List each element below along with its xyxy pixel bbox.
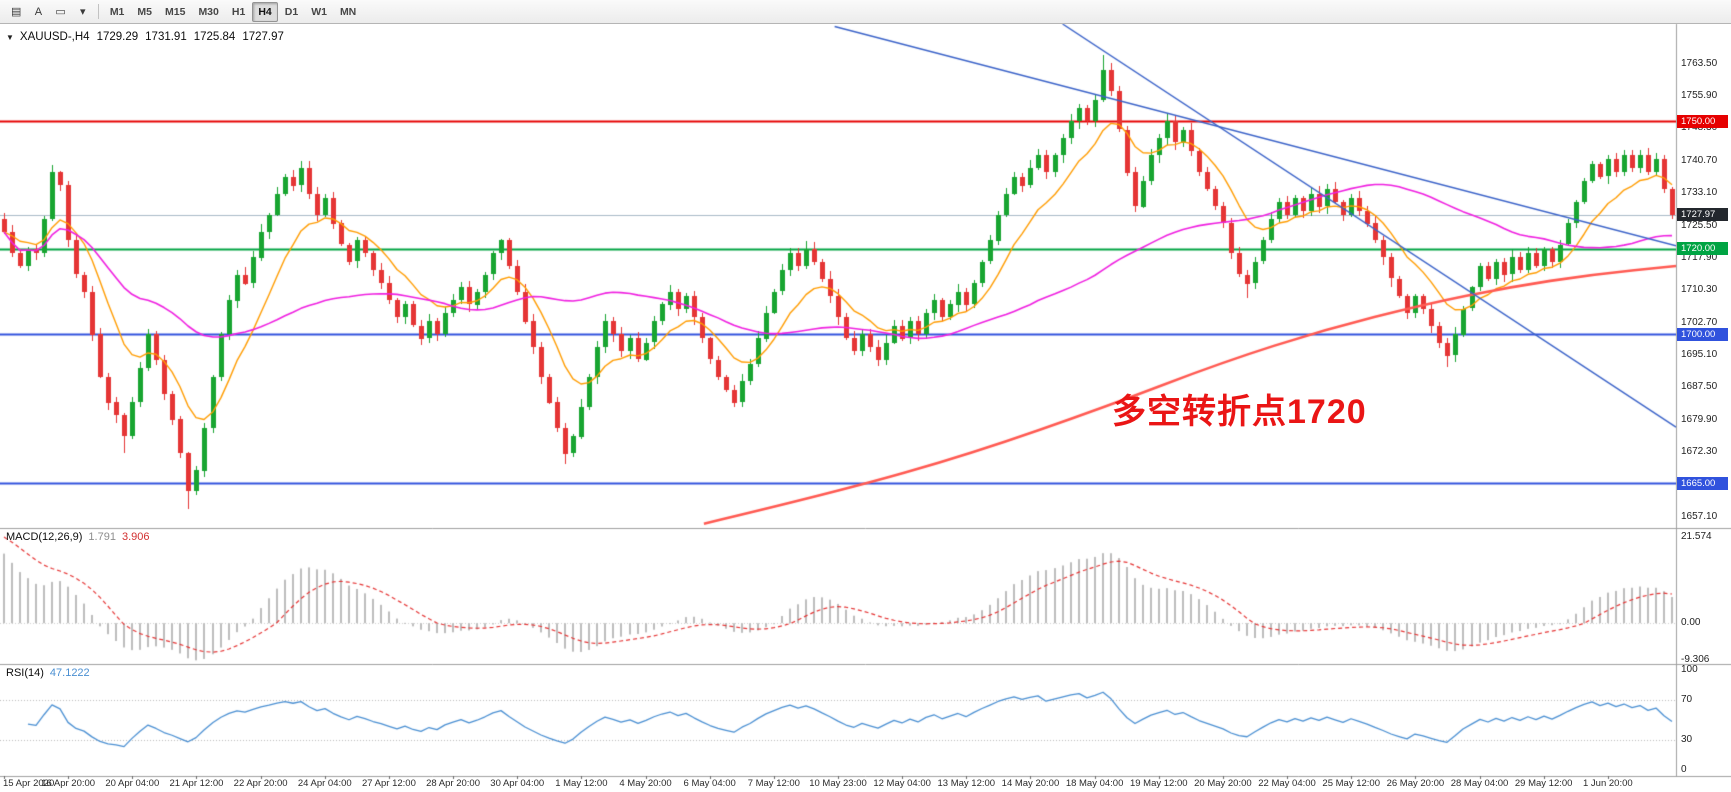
time-axis-label: 1 Jun 20:00 bbox=[1583, 778, 1633, 789]
price-axis-label: 1657.10 bbox=[1681, 510, 1718, 522]
menu-icon[interactable]: ▤ bbox=[5, 2, 27, 22]
level-price-tag: 1665.00 bbox=[1677, 476, 1728, 490]
time-axis-label: 1 May 12:00 bbox=[555, 778, 608, 789]
rsi-axis-label: 30 bbox=[1681, 734, 1693, 745]
rsi-axis-label: 100 bbox=[1681, 664, 1698, 675]
chart-frame-icon[interactable]: ▭ bbox=[49, 2, 71, 22]
low-value: 1725.84 bbox=[193, 31, 236, 43]
macd-header: MACD(12,26,9) 1.791 3.906 bbox=[6, 531, 149, 543]
time-axis-label: 28 May 04:00 bbox=[1450, 778, 1509, 789]
time-axis-label: 26 May 20:00 bbox=[1386, 778, 1445, 789]
price-axis-label: 1687.50 bbox=[1681, 381, 1718, 393]
chart-annotation-text: 多空转折点1720 bbox=[1112, 393, 1367, 431]
macd-main-value: 1.791 bbox=[88, 531, 116, 543]
timeframe-button-m15[interactable]: M15 bbox=[159, 2, 191, 22]
time-axis-label: 22 May 04:00 bbox=[1258, 778, 1316, 789]
timeframe-button-m5[interactable]: M5 bbox=[131, 2, 158, 22]
price-axis-label: 1679.90 bbox=[1681, 413, 1718, 425]
cursor-dropdown-icon[interactable]: ▾ bbox=[73, 2, 93, 22]
rsi-axis-label: 0 bbox=[1681, 764, 1687, 775]
price-axis-label: 1740.70 bbox=[1681, 154, 1718, 166]
price-axis-label: 1763.50 bbox=[1681, 57, 1718, 69]
price-axis-label: 1672.30 bbox=[1681, 446, 1718, 458]
macd-signal-value: 3.906 bbox=[121, 531, 150, 543]
time-axis-label: 18 May 04:00 bbox=[1065, 778, 1124, 789]
time-axis-label: 15 Apr 2020 bbox=[3, 778, 55, 789]
macd-title: MACD(12,26,9) bbox=[6, 531, 83, 543]
toolbar-separator bbox=[97, 4, 99, 19]
time-axis-label: 19 May 12:00 bbox=[1129, 778, 1188, 789]
price-axis-label: 1710.30 bbox=[1681, 284, 1718, 296]
timeframe-button-h4[interactable]: H4 bbox=[252, 1, 278, 22]
rsi-axis-label: 70 bbox=[1681, 694, 1693, 705]
one-click-trading-icon[interactable]: ▼ bbox=[6, 32, 14, 42]
level-price-tag: 1750.00 bbox=[1677, 114, 1728, 128]
price-axis-label: 1748.30 bbox=[1681, 122, 1718, 134]
open-value: 1729.29 bbox=[96, 31, 139, 43]
price-axis-label: 1725.50 bbox=[1681, 219, 1718, 231]
text-tool-icon[interactable]: A bbox=[28, 2, 48, 22]
time-axis-label: 27 Apr 12:00 bbox=[361, 778, 416, 789]
time-axis-label: 10 May 23:00 bbox=[809, 778, 867, 789]
time-axis-label: 21 Apr 12:00 bbox=[169, 778, 224, 789]
timeframe-button-m1[interactable]: M1 bbox=[104, 2, 131, 22]
macd-axis-label: 0.00 bbox=[1681, 617, 1701, 629]
price-axis-label: 1755.90 bbox=[1681, 90, 1718, 101]
timeframe-button-d1[interactable]: D1 bbox=[279, 2, 304, 22]
rsi-title: RSI(14) bbox=[6, 667, 44, 679]
time-axis-label: 28 Apr 20:00 bbox=[426, 778, 481, 789]
current-price-tag: 1727.97 bbox=[1677, 208, 1728, 222]
time-axis-label: 14 May 20:00 bbox=[1001, 778, 1060, 789]
level-price-tag: 1700.00 bbox=[1677, 327, 1728, 341]
timeframe-button-m30[interactable]: M30 bbox=[192, 2, 224, 22]
timeframe-button-mn[interactable]: MN bbox=[334, 2, 362, 22]
time-axis-label: 20 May 20:00 bbox=[1194, 778, 1252, 789]
time-axis-label: 7 May 12:00 bbox=[747, 778, 800, 789]
close-value: 1727.97 bbox=[242, 31, 284, 43]
macd-axis-label: 21.574 bbox=[1681, 531, 1712, 542]
time-axis-label: 22 Apr 20:00 bbox=[233, 778, 288, 789]
time-axis-label: 6 May 04:00 bbox=[683, 778, 736, 789]
time-axis-label: 30 Apr 04:00 bbox=[490, 778, 545, 789]
time-axis-label: 20 Apr 04:00 bbox=[105, 778, 160, 789]
rsi-value: 47.1222 bbox=[49, 667, 90, 679]
time-axis-label: 12 May 04:00 bbox=[873, 778, 931, 789]
time-axis-label: 25 May 12:00 bbox=[1322, 778, 1380, 789]
price-axis-label: 1702.70 bbox=[1681, 316, 1718, 328]
high-value: 1731.91 bbox=[145, 31, 187, 43]
macd-axis-label: -9.306 bbox=[1681, 654, 1710, 666]
chart-ohlc-header: ▼ XAUUSD-,H4 1729.29 1731.91 1725.84 172… bbox=[6, 31, 284, 43]
price-axis-label: 1717.90 bbox=[1681, 251, 1718, 263]
time-axis-label: 13 May 12:00 bbox=[937, 778, 996, 789]
level-price-tag: 1720.00 bbox=[1677, 242, 1728, 256]
price-axis-label: 1695.10 bbox=[1681, 349, 1718, 361]
time-axis-label: 16 Apr 20:00 bbox=[41, 778, 96, 789]
price-axis-label: 1733.10 bbox=[1681, 187, 1718, 199]
rsi-header: RSI(14) 47.1222 bbox=[6, 667, 90, 679]
toolbar: ▤ A ▭ ▾ M1 M5 M15 M30 H1 H4 D1 W1 MN bbox=[0, 0, 1731, 24]
time-axis-label: 4 May 20:00 bbox=[619, 778, 672, 789]
time-axis-label: 29 May 12:00 bbox=[1514, 778, 1573, 789]
time-axis-label: 24 Apr 04:00 bbox=[297, 778, 352, 789]
timeframe-button-h1[interactable]: H1 bbox=[226, 2, 251, 22]
symbol-period-label: XAUUSD-,H4 bbox=[19, 31, 90, 43]
timeframe-button-w1[interactable]: W1 bbox=[305, 2, 333, 22]
